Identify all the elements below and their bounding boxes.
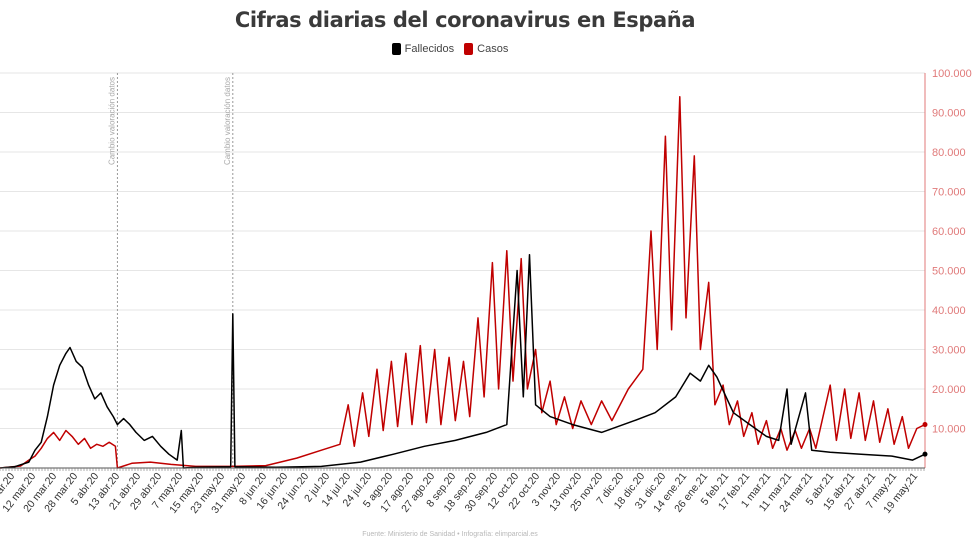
- y-tick-label: 80.000: [932, 147, 966, 159]
- legend-swatch-casos: [464, 43, 474, 55]
- annotation-label: Cambio valoración datos: [223, 77, 232, 165]
- series-line-fallecidos: [0, 253, 926, 469]
- y-tick-label: 40.000: [932, 305, 966, 317]
- y-tick-label: 50.000: [932, 266, 966, 278]
- y-tick-label: 60.000: [932, 226, 966, 238]
- series-endpoint-fallecidos: [922, 451, 928, 457]
- y-tick-label: 10.000: [932, 424, 966, 436]
- y-tick-label: 30.000: [932, 345, 966, 357]
- legend-label-fallecidos: Fallecidos: [404, 43, 455, 55]
- source-note: Fuente: Ministerio de Sanidad • Infograf…: [362, 531, 538, 538]
- y-tick-label: 70.000: [932, 187, 966, 199]
- y-tick-label: 90.000: [932, 108, 966, 120]
- y-tick-label: 20.000: [932, 384, 966, 396]
- chart-title: Cifras diarias del coronavirus en España: [234, 8, 696, 32]
- legend-label-casos: Casos: [477, 43, 509, 55]
- y-tick-label: 100.000: [932, 68, 972, 80]
- series-endpoint-casos: [922, 422, 928, 428]
- legend: Fallecidos Casos: [0, 43, 900, 55]
- legend-item-fallecidos[interactable]: Fallecidos: [391, 43, 455, 55]
- annotation-label: Cambio valoración datos: [107, 77, 116, 165]
- legend-swatch-fallecidos: [391, 43, 401, 55]
- legend-item-casos[interactable]: Casos: [464, 43, 508, 55]
